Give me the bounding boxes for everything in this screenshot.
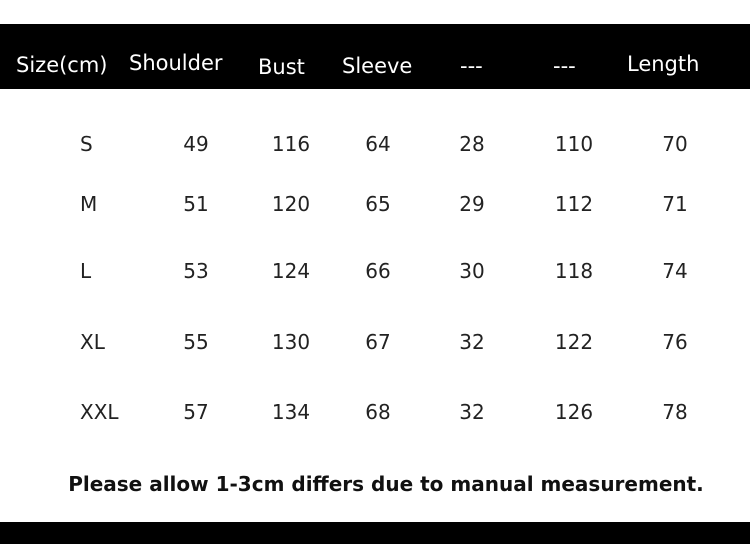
header-sleeve: Sleeve — [342, 54, 413, 78]
table-cell: 67 — [365, 330, 391, 354]
table-cell: 116 — [271, 132, 311, 156]
table-cell: 134 — [271, 400, 311, 424]
table-cell: 49 — [183, 132, 209, 156]
table-cell: 57 — [183, 400, 209, 424]
table-cell: 55 — [183, 330, 209, 354]
measurement-note: Please allow 1-3cm differs due to manual… — [68, 472, 704, 496]
header-blank-1: --- — [460, 54, 483, 78]
header-length: Length — [627, 52, 700, 76]
size-label: XXL — [80, 400, 119, 424]
header-bust: Bust — [258, 55, 305, 79]
table-cell: 29 — [459, 192, 485, 216]
table-cell: 32 — [459, 400, 485, 424]
table-cell: 122 — [554, 330, 594, 354]
table-cell: 68 — [365, 400, 391, 424]
size-label: M — [80, 192, 98, 216]
bottom-bar — [0, 522, 750, 544]
table-cell: 32 — [459, 330, 485, 354]
table-cell: 124 — [271, 259, 311, 283]
header-size: Size(cm) — [16, 53, 108, 77]
table-cell: 53 — [183, 259, 209, 283]
table-cell: 64 — [365, 132, 391, 156]
header-blank-2: --- — [553, 54, 576, 78]
table-header: Size(cm) Shoulder Bust Sleeve --- --- Le… — [0, 24, 750, 89]
table-cell: 66 — [365, 259, 391, 283]
table-cell: 71 — [662, 192, 688, 216]
table-cell: 28 — [459, 132, 485, 156]
table-cell: 78 — [662, 400, 688, 424]
table-cell: 30 — [459, 259, 485, 283]
table-cell: 74 — [662, 259, 688, 283]
table-cell: 126 — [554, 400, 594, 424]
size-label: XL — [80, 330, 105, 354]
table-cell: 112 — [554, 192, 594, 216]
table-cell: 51 — [183, 192, 209, 216]
table-cell: 65 — [365, 192, 391, 216]
table-cell: 120 — [271, 192, 311, 216]
table-cell: 130 — [271, 330, 311, 354]
size-label: S — [80, 132, 93, 156]
table-cell: 110 — [554, 132, 594, 156]
size-label: L — [80, 259, 92, 283]
table-cell: 118 — [554, 259, 594, 283]
header-shoulder: Shoulder — [129, 51, 223, 75]
table-cell: 70 — [662, 132, 688, 156]
table-cell: 76 — [662, 330, 688, 354]
